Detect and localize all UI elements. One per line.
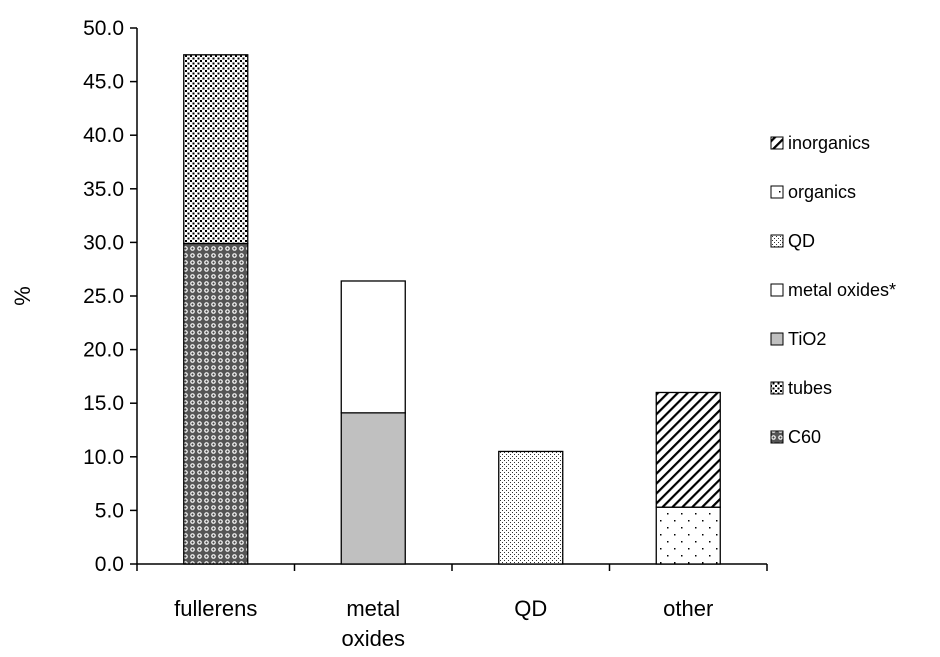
- legend-label: tubes: [788, 378, 832, 398]
- legend: inorganics organics QD metal oxides* TiO2 tub…: [770, 133, 896, 447]
- y-tick-label: 35.0: [83, 178, 124, 201]
- legend-label: organics: [788, 182, 856, 202]
- legend-label: C60: [788, 427, 821, 447]
- y-tick-label: 45.0: [83, 71, 124, 94]
- bar-segment-metal-oxides: [340, 280, 406, 414]
- y-tick-label: 50.0: [83, 17, 124, 40]
- y-axis-title: %: [10, 286, 35, 306]
- x-category-label: metal: [346, 596, 400, 621]
- legend-swatch: [770, 234, 784, 248]
- x-axis-ticks: fullerens metal oxides QD other: [136, 564, 768, 651]
- y-tick-label: 0.0: [95, 553, 124, 576]
- legend-label: TiO2: [788, 329, 826, 349]
- y-tick-label: 15.0: [83, 392, 124, 415]
- y-tick-label: 20.0: [83, 339, 124, 362]
- legend-swatch: [770, 381, 784, 395]
- bar-segment-organics: [655, 506, 721, 565]
- y-tick-label: 10.0: [83, 446, 124, 469]
- legend-swatch: [770, 136, 784, 150]
- y-axis-ticks: 0.0 5.0 10.0 15.0 20.0 25.0 30.0 35.0 40.0 45.0 50…: [83, 17, 137, 576]
- y-tick-label: 5.0: [95, 499, 124, 522]
- legend-label: inorganics: [788, 133, 870, 153]
- legend-swatch: [770, 283, 784, 297]
- bar-segment-c60: [183, 242, 249, 565]
- bar-segment-qd: [498, 450, 564, 565]
- bar-segment-inorganics: [655, 391, 721, 508]
- x-category-label: other: [663, 596, 713, 621]
- x-category-label: QD: [514, 596, 547, 621]
- legend-swatch: [770, 185, 784, 199]
- bar-segment-tubes: [183, 54, 249, 245]
- y-tick-label: 30.0: [83, 231, 124, 254]
- legend-swatch: [770, 430, 784, 444]
- bars: [183, 54, 721, 565]
- bar-segment-tio2: [340, 412, 406, 565]
- x-category-label: oxides: [341, 626, 405, 651]
- legend-swatch: [770, 332, 784, 346]
- y-tick-label: 40.0: [83, 124, 124, 147]
- legend-label: metal oxides*: [788, 280, 896, 300]
- x-category-label: fullerens: [174, 596, 257, 621]
- y-tick-label: 25.0: [83, 285, 124, 308]
- legend-label: QD: [788, 231, 815, 251]
